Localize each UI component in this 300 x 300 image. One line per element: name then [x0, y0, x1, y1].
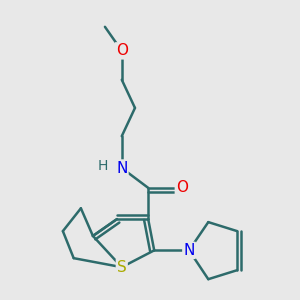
Text: O: O — [116, 44, 128, 59]
Text: S: S — [117, 260, 127, 275]
Text: H: H — [97, 159, 108, 172]
Text: N: N — [116, 160, 128, 175]
Text: N: N — [183, 243, 195, 258]
Text: O: O — [176, 180, 188, 195]
